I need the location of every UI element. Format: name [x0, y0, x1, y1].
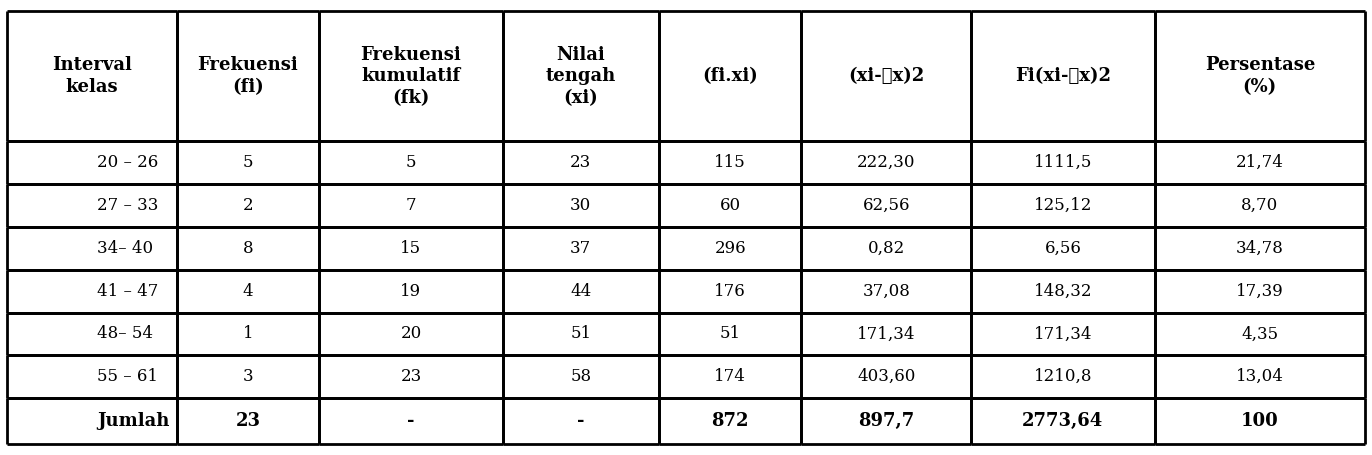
Text: 13,04: 13,04 — [1236, 368, 1284, 385]
Text: 17,39: 17,39 — [1236, 283, 1284, 299]
Text: 4: 4 — [243, 283, 254, 299]
Text: 403,60: 403,60 — [858, 368, 915, 385]
Text: 58: 58 — [571, 368, 591, 385]
Text: 171,34: 171,34 — [858, 325, 915, 343]
Text: 44: 44 — [571, 283, 591, 299]
Text: 21,74: 21,74 — [1236, 154, 1284, 171]
Text: 0,82: 0,82 — [867, 240, 906, 257]
Text: 23: 23 — [571, 154, 591, 171]
Text: 8,70: 8,70 — [1242, 197, 1279, 214]
Text: -: - — [578, 412, 584, 430]
Text: 8: 8 — [243, 240, 254, 257]
Text: 27 – 33: 27 – 33 — [97, 197, 159, 214]
Text: 19: 19 — [401, 283, 421, 299]
Text: 1: 1 — [243, 325, 254, 343]
Text: 30: 30 — [571, 197, 591, 214]
Text: 5: 5 — [243, 154, 254, 171]
Text: 1210,8: 1210,8 — [1033, 368, 1092, 385]
Text: 37: 37 — [571, 240, 591, 257]
Text: 1111,5: 1111,5 — [1033, 154, 1092, 171]
Text: 125,12: 125,12 — [1033, 197, 1092, 214]
Text: 2773,64: 2773,64 — [1022, 412, 1103, 430]
Text: 100: 100 — [1242, 412, 1279, 430]
Text: 15: 15 — [401, 240, 421, 257]
Text: 55 – 61: 55 – 61 — [97, 368, 158, 385]
Text: 20 – 26: 20 – 26 — [97, 154, 159, 171]
Text: 3: 3 — [243, 368, 254, 385]
Text: 60: 60 — [719, 197, 741, 214]
Text: -: - — [407, 412, 414, 430]
Text: 115: 115 — [715, 154, 746, 171]
Text: 872: 872 — [712, 412, 749, 430]
Text: Frekuensi
kumulatif
(fk): Frekuensi kumulatif (fk) — [361, 46, 461, 107]
Text: 34– 40: 34– 40 — [97, 240, 154, 257]
Text: 6,56: 6,56 — [1044, 240, 1081, 257]
Text: 23: 23 — [236, 412, 261, 430]
Text: 176: 176 — [715, 283, 746, 299]
Text: 4,35: 4,35 — [1242, 325, 1279, 343]
Text: 48– 54: 48– 54 — [97, 325, 154, 343]
Text: 20: 20 — [401, 325, 421, 343]
Text: 222,30: 222,30 — [858, 154, 915, 171]
Text: Nilai
tengah
(xi): Nilai tengah (xi) — [546, 46, 616, 107]
Text: (xi-͞x)2: (xi-͞x)2 — [848, 67, 925, 85]
Text: 34,78: 34,78 — [1236, 240, 1284, 257]
Text: 51: 51 — [571, 325, 591, 343]
Text: Interval
kelas: Interval kelas — [52, 56, 132, 96]
Text: 897,7: 897,7 — [859, 412, 915, 430]
Text: 51: 51 — [719, 325, 741, 343]
Text: 2: 2 — [243, 197, 254, 214]
Text: 7: 7 — [406, 197, 416, 214]
Text: 23: 23 — [401, 368, 421, 385]
Text: 171,34: 171,34 — [1033, 325, 1092, 343]
Text: 37,08: 37,08 — [863, 283, 910, 299]
Text: 62,56: 62,56 — [863, 197, 910, 214]
Text: Persentase
(%): Persentase (%) — [1205, 56, 1314, 96]
Text: Frekuensi
(fi): Frekuensi (fi) — [198, 56, 298, 96]
Text: (fi.xi): (fi.xi) — [702, 67, 757, 85]
Text: 41 – 47: 41 – 47 — [97, 283, 159, 299]
Text: 148,32: 148,32 — [1033, 283, 1092, 299]
Text: 296: 296 — [715, 240, 746, 257]
Text: Fi(xi-͞x)2: Fi(xi-͞x)2 — [1015, 67, 1111, 85]
Text: Jumlah: Jumlah — [97, 412, 170, 430]
Text: 174: 174 — [715, 368, 746, 385]
Text: 5: 5 — [406, 154, 416, 171]
